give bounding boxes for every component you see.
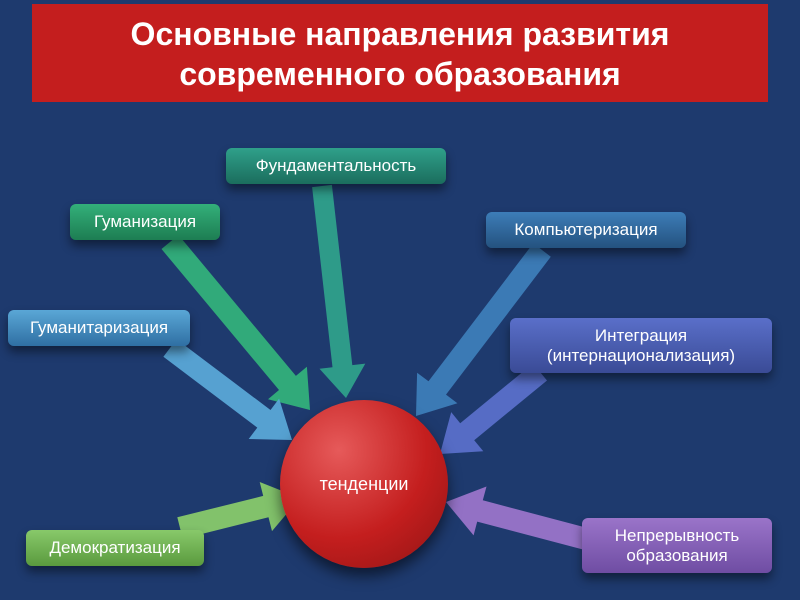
node-fund: Фундаментальность: [226, 148, 446, 184]
node-demo: Демократизация: [26, 530, 204, 566]
slide-title: Основные направления развития современно…: [32, 4, 768, 102]
arrow-nepr: [446, 487, 593, 551]
node-gumanit: Гуманитаризация: [8, 310, 190, 346]
node-comp: Компьютеризация: [486, 212, 686, 248]
center-node-label: тенденции: [320, 474, 409, 495]
arrow-fund: [312, 185, 365, 398]
node-human: Гуманизация: [70, 204, 220, 240]
center-node-tendencies: тенденции: [280, 400, 448, 568]
node-nepr: Непрерывность образования: [582, 518, 772, 573]
arrow-gumanit: [163, 339, 292, 440]
node-integ: Интеграция (интернационализация): [510, 318, 772, 373]
arrow-integ: [440, 364, 547, 455]
